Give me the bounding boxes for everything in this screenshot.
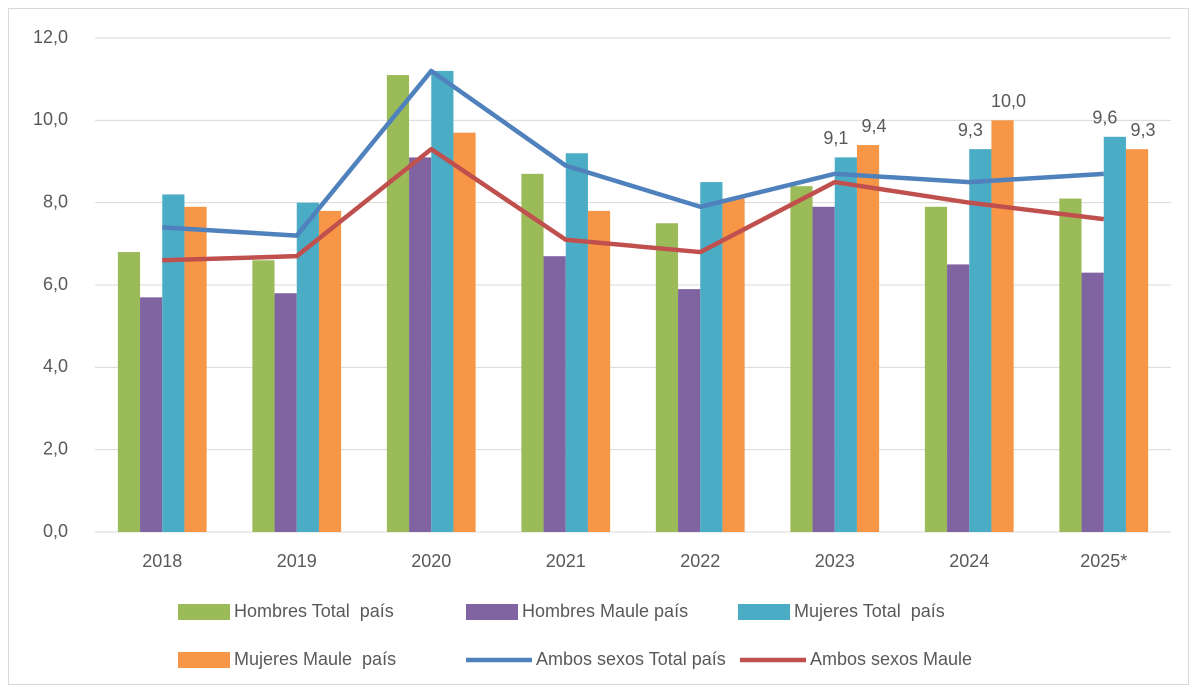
x-tick-label: 2025*	[1080, 551, 1127, 571]
legend-label: Mujeres Total país	[794, 601, 945, 621]
x-tick-label: 2018	[142, 551, 182, 571]
bar	[1081, 272, 1104, 532]
bar	[790, 186, 813, 532]
bar	[453, 132, 476, 532]
bar	[812, 206, 835, 533]
data-label: 9,4	[862, 116, 887, 136]
bar	[587, 210, 611, 532]
bar	[318, 210, 342, 532]
data-label: 9,3	[958, 120, 983, 140]
bar	[1103, 136, 1126, 533]
bar	[296, 202, 319, 532]
bar	[521, 173, 544, 532]
bar	[386, 75, 410, 533]
x-tick-label: 2024	[949, 551, 989, 571]
bar	[924, 206, 948, 533]
x-tick-label: 2019	[277, 551, 317, 571]
legend-label: Mujeres Maule país	[234, 649, 396, 669]
data-label: 9,6	[1092, 108, 1117, 128]
x-tick-label: 2021	[546, 551, 586, 571]
y-tick-label: 6,0	[43, 274, 68, 294]
y-tick-label: 12,0	[33, 27, 68, 47]
legend-label: Ambos sexos Total país	[536, 649, 726, 669]
x-tick-label: 2020	[411, 551, 451, 571]
line-series	[162, 146, 1105, 263]
data-label: 9,3	[1131, 120, 1156, 140]
x-tick-label: 2022	[680, 551, 720, 571]
bar	[856, 145, 880, 533]
bar	[252, 260, 275, 532]
legend-label: Hombres Total país	[234, 601, 394, 621]
line-series	[162, 68, 1104, 238]
y-tick-label: 10,0	[33, 109, 68, 129]
bar	[1059, 198, 1082, 533]
legend-swatch	[178, 604, 230, 620]
bar	[409, 157, 432, 532]
legend-swatch	[738, 604, 790, 620]
legend-label: Hombres Maule país	[522, 601, 688, 621]
bar	[834, 157, 857, 532]
bar	[969, 149, 992, 532]
y-tick-label: 2,0	[43, 438, 68, 458]
bar	[543, 256, 566, 532]
bar	[722, 198, 745, 533]
y-tick-label: 8,0	[43, 191, 68, 211]
y-tick-label: 0,0	[43, 521, 68, 541]
data-label: 9,1	[823, 128, 848, 148]
bar	[991, 120, 1014, 532]
bar	[274, 293, 297, 532]
bar	[947, 264, 970, 532]
bar	[678, 289, 701, 532]
bar	[184, 206, 207, 533]
legend-swatch	[466, 604, 518, 620]
bar	[117, 252, 141, 533]
data-label: 10,0	[991, 91, 1026, 111]
bar	[162, 194, 185, 532]
bar	[655, 223, 679, 532]
legend-swatch	[178, 652, 230, 668]
bar	[700, 182, 723, 533]
bar	[140, 297, 163, 532]
bar	[565, 153, 588, 532]
x-tick-label: 2023	[815, 551, 855, 571]
y-tick-label: 4,0	[43, 356, 68, 376]
legend-label: Ambos sexos Maule	[810, 649, 972, 669]
bar	[431, 70, 454, 532]
bar	[1125, 149, 1149, 532]
